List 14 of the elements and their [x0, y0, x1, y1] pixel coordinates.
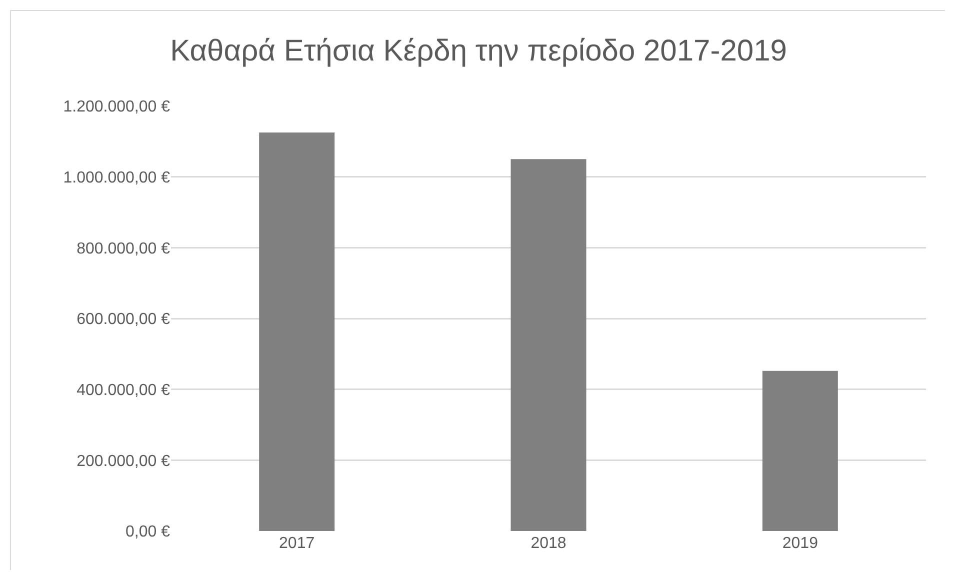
bar [259, 132, 335, 531]
y-tick-label: 1.000.000,00 € [63, 169, 170, 186]
x-tick-label: 2018 [530, 535, 566, 552]
y-tick-label: 1.200.000,00 € [63, 98, 170, 116]
bar [762, 370, 838, 531]
y-tick-label: 800.000,00 € [76, 240, 170, 258]
x-tick-label: 2017 [279, 535, 315, 552]
y-tick-label: 0,00 € [126, 524, 170, 541]
bar [510, 159, 586, 531]
y-tick-label: 600.000,00 € [76, 311, 170, 328]
y-tick-label: 200.000,00 € [76, 452, 170, 470]
y-tick-label: 400.000,00 € [76, 382, 170, 399]
x-tick-label: 2019 [782, 535, 818, 552]
chart-title: Καθαρά Ετήσια Κέρδη την περίοδο 2017-2019 [170, 34, 787, 68]
